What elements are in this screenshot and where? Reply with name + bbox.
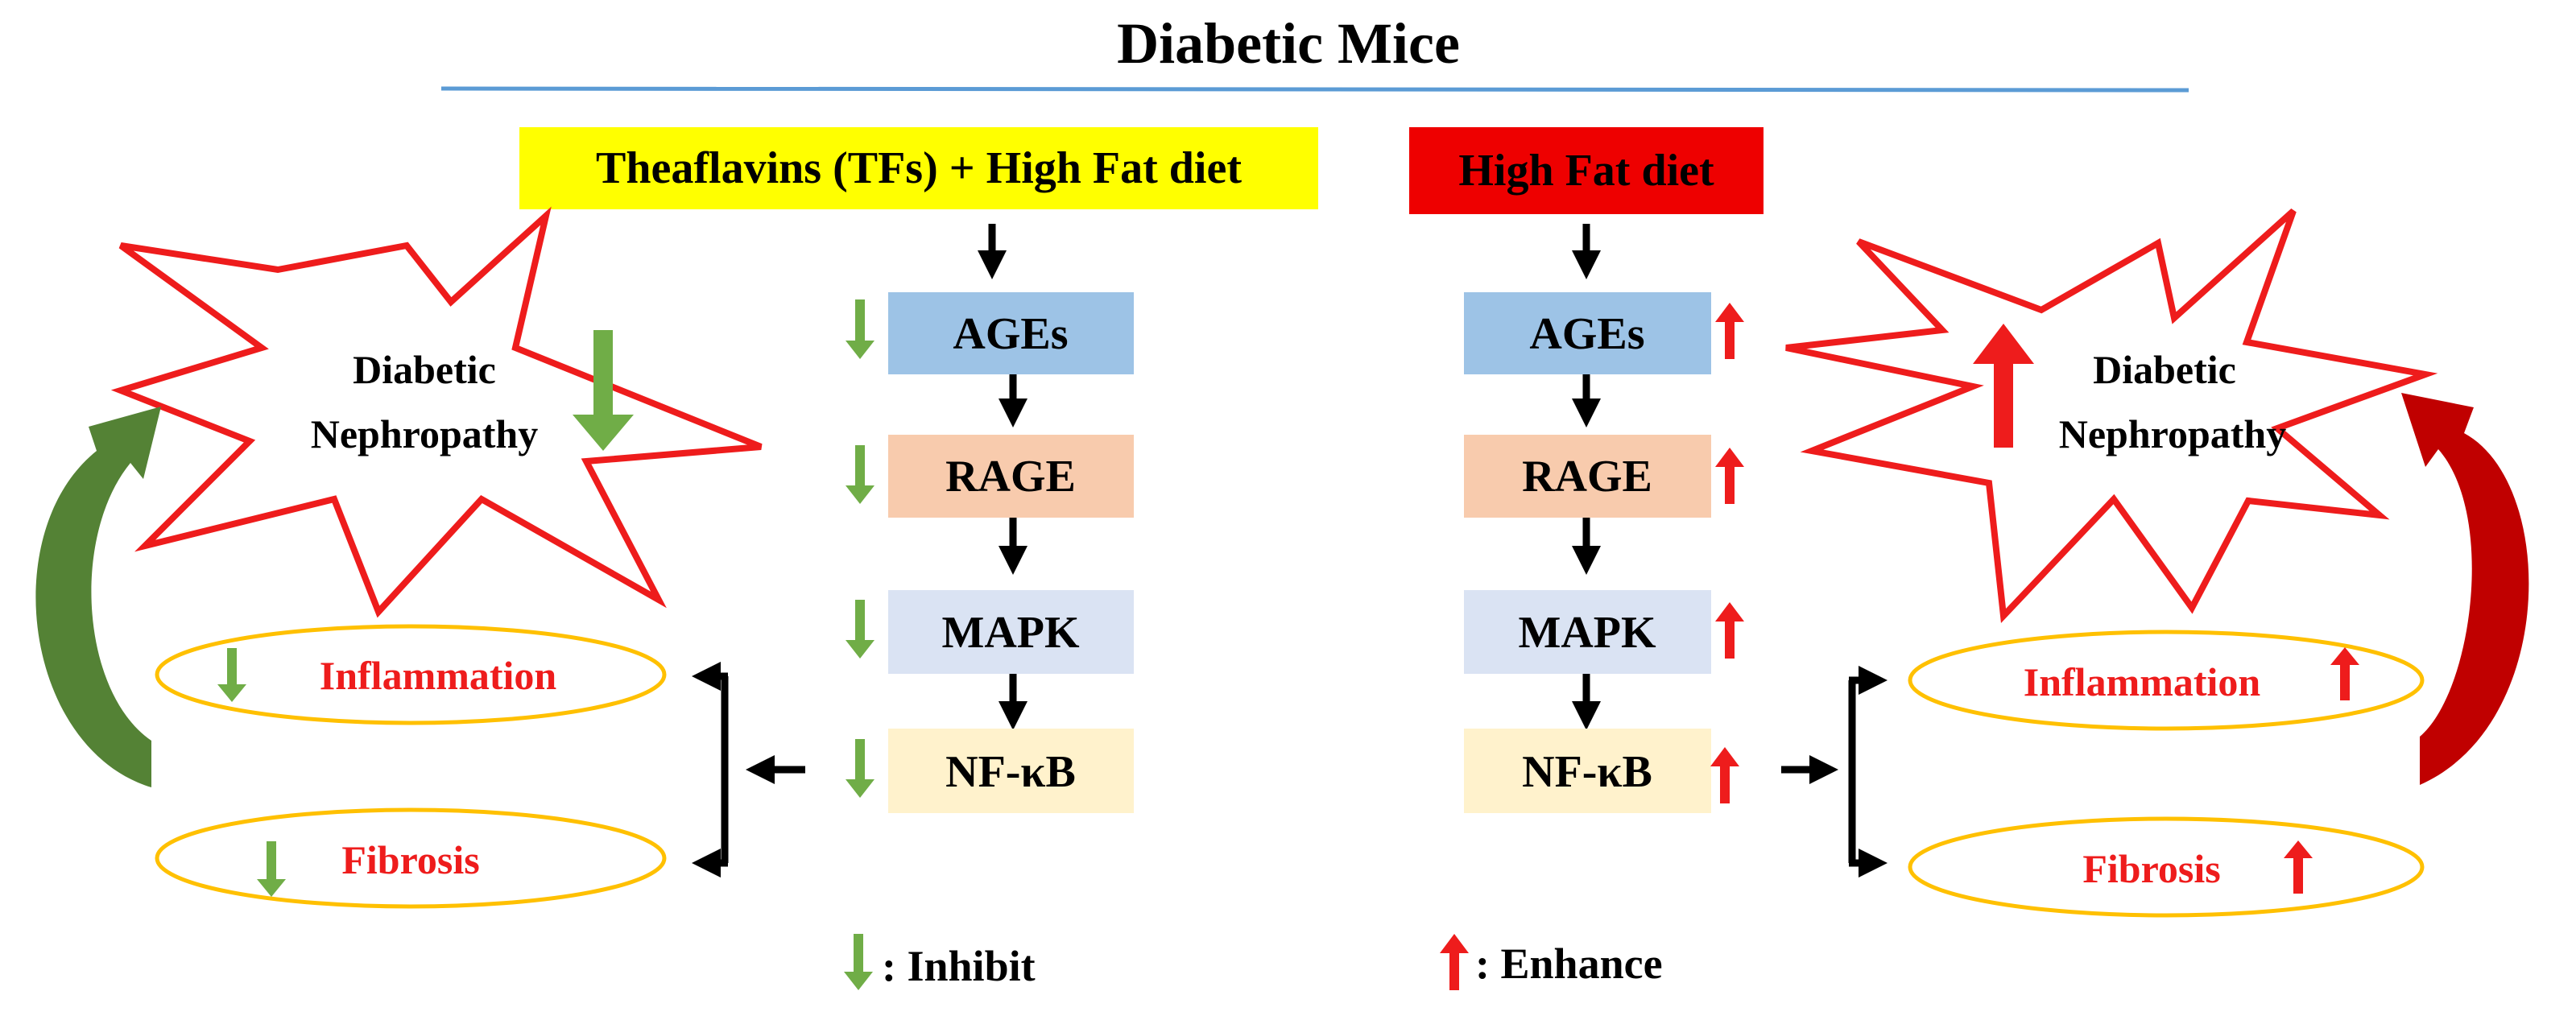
control-ages-label: AGEs xyxy=(1529,309,1644,359)
control-header-box xyxy=(1409,127,1764,214)
treatment-nfkb-box xyxy=(888,729,1134,813)
treatment-ages-label: AGEs xyxy=(953,309,1068,359)
control-nephropathy-line2: Nephropathy xyxy=(2059,411,2286,456)
treatment-header: Theaflavins (TFs) + High Fat diet xyxy=(596,143,1242,193)
diagram-title: Diabetic Mice xyxy=(1117,11,1460,76)
treatment-nephropathy-burst xyxy=(110,206,763,618)
treatment-mapk-box xyxy=(888,590,1134,674)
control-branch-arrows xyxy=(1781,666,1888,878)
treatment-nephropathy-line2: Nephropathy xyxy=(311,411,538,456)
control-inflammation-label: Inflammation xyxy=(2024,659,2261,704)
control-mapk-box xyxy=(1464,590,1711,674)
red-up-arrow-icon xyxy=(2330,647,2359,700)
treatment-fibrosis-ellipse xyxy=(155,807,667,909)
red-up-arrow-icon xyxy=(1715,303,1744,359)
treatment-rage-label: RAGE xyxy=(945,452,1076,502)
red-up-arrow-icon xyxy=(1715,448,1744,504)
treatment-rage-box xyxy=(888,435,1134,518)
green-down-arrow-icon xyxy=(846,739,875,798)
green-down-arrow-icon xyxy=(846,299,875,359)
treatment-inflammation-label: Inflammation xyxy=(320,653,557,698)
red-up-arrow-icon xyxy=(1710,747,1739,803)
green-down-arrow-icon xyxy=(846,600,875,659)
red-up-arrow-icon xyxy=(2284,840,2313,894)
treatment-feedback-arrow xyxy=(35,407,161,787)
control-rage-box xyxy=(1464,435,1711,518)
control-nephropathy-burst xyxy=(1785,209,2438,624)
control-rage-label: RAGE xyxy=(1522,452,1652,502)
treatment-inhibit-arrows xyxy=(846,299,875,798)
red-up-arrow-icon xyxy=(1715,602,1744,659)
green-down-arrow-icon xyxy=(257,841,286,897)
control-inflammation-ellipse xyxy=(1908,630,2425,731)
control-nfkb-label: NF-κB xyxy=(1522,747,1652,797)
green-down-arrow-icon xyxy=(573,330,634,451)
treatment-flow-arrows xyxy=(978,224,1028,730)
title-divider xyxy=(440,86,2189,93)
treatment-header-box xyxy=(519,127,1318,209)
treatment-branch-arrows xyxy=(692,662,805,878)
legend-enhance-label: : Enhance xyxy=(1475,939,1663,988)
legend-enhance-icon xyxy=(1440,934,1469,990)
control-enhance-arrows xyxy=(1710,303,1744,803)
treatment-nephropathy-line1: Diabetic xyxy=(353,347,496,392)
control-fibrosis-label: Fibrosis xyxy=(2082,846,2220,891)
treatment-inflammation-ellipse xyxy=(155,624,667,725)
control-header: High Fat diet xyxy=(1458,146,1714,196)
control-feedback-arrow xyxy=(2401,393,2529,785)
control-ages-box xyxy=(1464,292,1711,374)
treatment-fibrosis-label: Fibrosis xyxy=(341,837,479,882)
green-down-arrow-icon xyxy=(846,445,875,504)
control-nfkb-box xyxy=(1464,729,1711,813)
green-down-arrow-icon xyxy=(217,648,246,702)
legend-inhibit-icon xyxy=(844,934,873,990)
control-mapk-label: MAPK xyxy=(1518,608,1656,658)
treatment-nfkb-label: NF-κB xyxy=(945,747,1076,797)
treatment-mapk-label: MAPK xyxy=(941,608,1080,658)
treatment-ages-box xyxy=(888,292,1134,374)
control-nephropathy-line1: Diabetic xyxy=(2093,347,2236,392)
legend-inhibit-label: : Inhibit xyxy=(882,942,1036,990)
red-up-arrow-icon xyxy=(1973,324,2034,448)
